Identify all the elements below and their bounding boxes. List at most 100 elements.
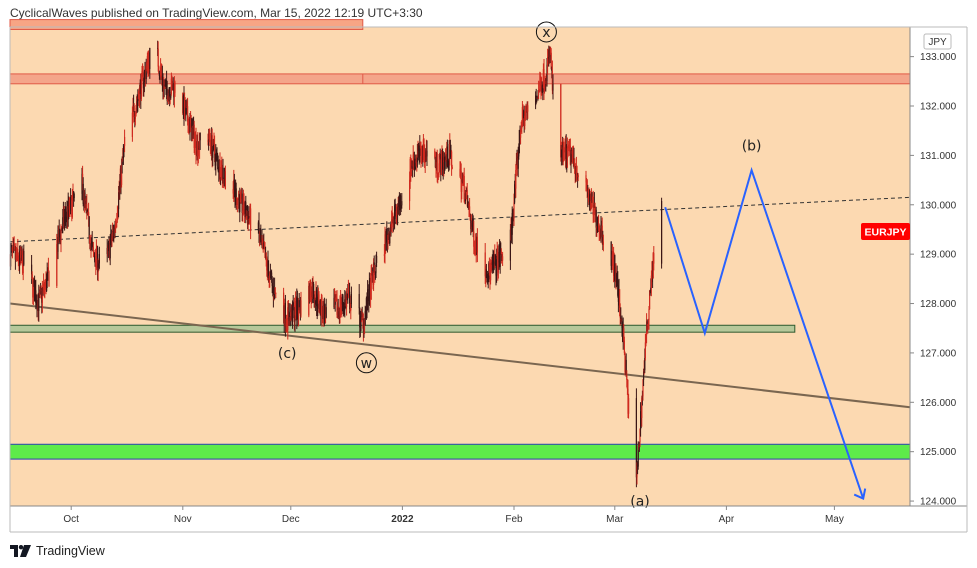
candle-body (98, 254, 100, 264)
candle-body (350, 303, 352, 311)
candle-body (434, 150, 436, 158)
brown-trendline[interactable] (9, 302, 911, 409)
candle-body (23, 250, 25, 265)
candle-body (446, 146, 448, 166)
candle-body (545, 84, 547, 86)
time-tick-label: Dec (282, 514, 300, 525)
candle-body (67, 201, 69, 220)
candle-body (520, 132, 522, 138)
zone-top-resistance[interactable] (9, 19, 364, 30)
candle-body (397, 205, 399, 215)
candle-body (371, 273, 373, 276)
candle-body (517, 156, 519, 169)
candle-body (513, 202, 515, 219)
zone-target-band[interactable] (9, 443, 911, 460)
candle-body (450, 149, 452, 152)
candle-body (598, 226, 600, 233)
candle-body (209, 139, 211, 145)
time-tick-label: Mar (606, 514, 624, 525)
candle-body (435, 162, 437, 168)
candle-body (134, 115, 136, 119)
candle-body (84, 192, 86, 200)
candle-body (640, 411, 642, 430)
candle-body (566, 148, 568, 168)
symbol-price-badge: EURJPY (861, 223, 910, 240)
candle-body (488, 263, 490, 273)
tradingview-logo-icon[interactable] (10, 545, 32, 557)
candle-body (85, 199, 87, 201)
candle-body (536, 97, 538, 99)
candle-body (364, 311, 366, 325)
candle-body (300, 300, 302, 316)
candle-body (546, 64, 548, 81)
candle-body (157, 48, 159, 50)
time-tick-label: May (825, 514, 844, 525)
zone-support-band[interactable] (9, 324, 796, 333)
candle-body (92, 246, 94, 252)
candle-body (212, 150, 214, 158)
publisher-attribution: CyclicalWaves published on TradingView.c… (10, 6, 423, 20)
candle-body (585, 175, 587, 183)
candle-body (161, 73, 163, 77)
candle-body (174, 82, 176, 93)
candle-body (37, 300, 39, 312)
candle-body (598, 224, 600, 227)
candle-body (537, 95, 539, 98)
time-tick-label: Nov (174, 514, 192, 525)
candle-body (441, 150, 443, 158)
price-chart[interactable]: x (b) (c) w (a) 124.000 125.000 126.000 127.000… (0, 0, 977, 540)
candle-body (275, 292, 277, 294)
wave-label-a[interactable]: (a) (630, 494, 650, 510)
candle-body (619, 289, 621, 308)
candle-body (116, 214, 118, 220)
candle-body (410, 165, 412, 177)
candle-body (602, 236, 604, 245)
wave-label-c[interactable]: (c) (278, 346, 297, 362)
tradingview-brand[interactable]: TradingView (36, 544, 105, 558)
candle-body (292, 301, 294, 323)
candle-body (263, 242, 265, 249)
candle-body (599, 232, 601, 234)
candle-body (451, 151, 453, 167)
candle-body (135, 108, 137, 116)
candle-body (502, 256, 504, 261)
price-axis-panel[interactable] (910, 27, 967, 506)
candle-body (283, 292, 285, 316)
candle-body (461, 181, 463, 192)
candle-body (438, 163, 440, 175)
currency-label: JPY (923, 33, 952, 50)
candle-body (550, 48, 552, 53)
candle-body (94, 255, 96, 261)
candle-body (544, 83, 546, 85)
candle-body (214, 143, 216, 156)
candle-body (243, 196, 245, 214)
candle-body (164, 84, 166, 87)
candle-body (161, 76, 163, 84)
candle-body (539, 81, 541, 91)
candle-body (189, 119, 191, 132)
candle-body (524, 115, 526, 126)
candle-body (370, 273, 372, 300)
candle-body (637, 445, 639, 467)
candle-body (423, 139, 425, 151)
candle-body (42, 288, 44, 291)
candle-body (132, 104, 134, 113)
candle-body (46, 278, 48, 292)
wave-label-b[interactable]: (b) (742, 139, 762, 155)
candle-body (524, 115, 526, 117)
candle-body (472, 218, 474, 232)
candle-body (38, 294, 40, 312)
price-tick-label: 131.000 (920, 151, 957, 162)
candle-body (638, 441, 640, 446)
candle-body (169, 91, 171, 101)
candle-body (460, 171, 462, 192)
candle-body (158, 66, 160, 74)
candle-body (122, 158, 124, 160)
wave-label-w[interactable]: w (361, 356, 372, 372)
candle-body (437, 174, 439, 177)
candle-body (285, 323, 287, 326)
wave-label-x[interactable]: x (542, 25, 550, 41)
dashed-trendline[interactable] (9, 196, 911, 243)
projection-path[interactable] (664, 166, 865, 499)
candle-body (245, 213, 247, 219)
